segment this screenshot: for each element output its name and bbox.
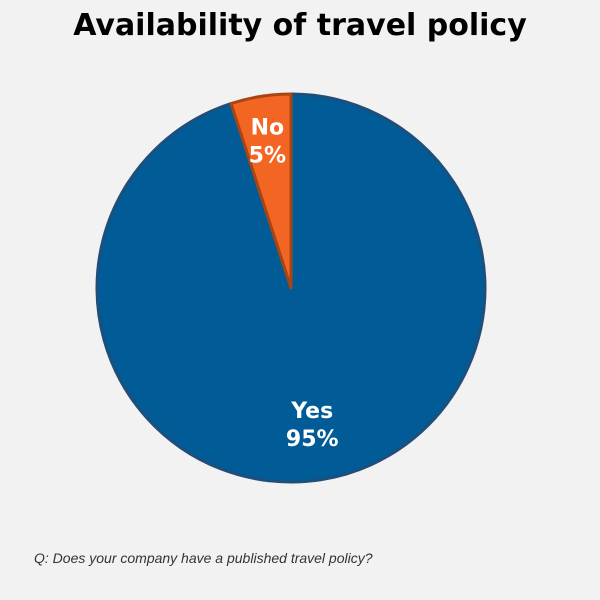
slice-value-yes: 95% xyxy=(286,427,339,452)
survey-question-note: Q: Does your company have a published tr… xyxy=(34,550,373,566)
chart-title: Availability of travel policy xyxy=(73,8,527,43)
slice-value-no: 5% xyxy=(249,144,286,169)
pie-slice-no xyxy=(229,92,293,290)
slice-label-no: No xyxy=(251,116,285,141)
pie-labels: Yes 95% No 5% xyxy=(249,116,339,453)
pie-slices xyxy=(95,92,487,484)
slice-label-yes: Yes xyxy=(290,399,333,424)
